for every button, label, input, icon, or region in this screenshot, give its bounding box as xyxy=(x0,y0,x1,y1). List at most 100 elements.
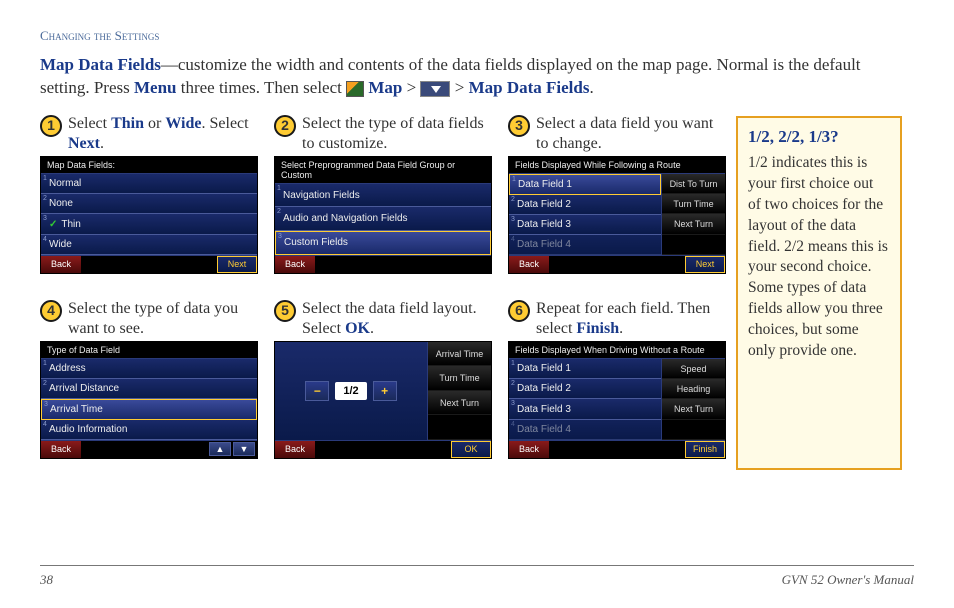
side-value: Turn Time xyxy=(428,366,491,391)
list-item[interactable]: 3Arrival Time xyxy=(41,399,257,420)
step: 6 Repeat for each field. Then select Fini… xyxy=(508,299,726,470)
item-index: 4 xyxy=(511,236,515,243)
steps-grid: 1Select Thin or Wide. Select Next.Map Da… xyxy=(40,114,726,470)
step-head: 3Select a data field you want to change. xyxy=(508,114,726,156)
device-screen: Type of Data Field1Address2Arrival Dista… xyxy=(40,341,258,459)
list-item[interactable]: 1Normal xyxy=(41,174,257,194)
item-label: Data Field 3 xyxy=(517,219,571,230)
screen-title: Map Data Fields: xyxy=(41,157,257,174)
item-label: Data Field 2 xyxy=(517,383,571,394)
item-index: 3 xyxy=(44,401,48,408)
list-item[interactable]: 1Navigation Fields xyxy=(275,184,491,207)
screen-title: Type of Data Field xyxy=(41,342,257,359)
next-button[interactable]: OK xyxy=(451,441,491,458)
screen-side-column: Dist To TurnTurn TimeNext Turn xyxy=(661,174,725,255)
list-item[interactable]: 3Data Field 3 xyxy=(509,215,661,235)
step: 3Select a data field you want to change.… xyxy=(508,114,726,285)
item-index: 3 xyxy=(511,216,515,223)
back-button[interactable]: Back xyxy=(275,441,315,458)
layout-next-button[interactable]: + xyxy=(373,381,397,401)
list-item[interactable]: 1Data Field 1 xyxy=(509,359,661,379)
screen-title: Fields Displayed When Driving Without a … xyxy=(509,342,725,359)
list-item[interactable]: 4Audio Information xyxy=(41,420,257,440)
item-index: 2 xyxy=(277,208,281,215)
section-header: Changing the Settings xyxy=(40,28,914,44)
side-value: Next Turn xyxy=(662,399,725,419)
side-empty xyxy=(662,420,725,440)
scroll-up-button[interactable]: ▲ xyxy=(209,442,231,456)
step-text: Repeat for each field. Then select Finis… xyxy=(536,299,726,339)
step-number: 6 xyxy=(508,300,530,322)
item-label: Thin xyxy=(61,219,80,230)
list-item[interactable]: 2Audio and Navigation Fields xyxy=(275,207,491,230)
sidebar-body: 1/2 indicates this is your first choice … xyxy=(748,153,890,362)
manual-title: GVN 52 Owner's Manual xyxy=(782,572,914,588)
screen-footer: Back OK xyxy=(275,440,491,458)
list-item[interactable]: 3✓Thin xyxy=(41,214,257,234)
footer-middle xyxy=(549,441,685,458)
list-item[interactable]: 4Wide xyxy=(41,235,257,255)
item-index: 3 xyxy=(278,233,282,240)
back-button[interactable]: Back xyxy=(41,256,81,273)
item-label: Wide xyxy=(49,239,72,250)
back-button[interactable]: Back xyxy=(275,256,315,273)
screen-title: Fields Displayed While Following a Route xyxy=(509,157,725,174)
next-button[interactable]: Next xyxy=(685,256,725,273)
list-item[interactable]: 2Arrival Distance xyxy=(41,379,257,399)
list-item[interactable]: 2Data Field 2 xyxy=(509,379,661,399)
item-index: 1 xyxy=(511,360,515,367)
step: 1Select Thin or Wide. Select Next.Map Da… xyxy=(40,114,258,285)
item-label: Arrival Time xyxy=(50,404,103,415)
step-number: 5 xyxy=(274,300,296,322)
item-label: Data Field 4 xyxy=(517,239,571,250)
layout-indicator: 1/2 xyxy=(335,382,366,400)
list-item[interactable]: 1Data Field 1 xyxy=(509,174,661,195)
list-item[interactable]: 3Custom Fields xyxy=(275,231,491,255)
screen-footer: Back Next xyxy=(509,255,725,273)
item-index: 1 xyxy=(43,175,47,182)
item-label: Data Field 1 xyxy=(518,179,572,190)
back-button[interactable]: Back xyxy=(41,441,81,458)
screen-list: 1Data Field 12Data Field 23Data Field 34… xyxy=(509,359,661,440)
layout-prev-button[interactable]: − xyxy=(305,381,329,401)
step-head: 5Select the data field layout. Select OK… xyxy=(274,299,492,341)
side-value: Turn Time xyxy=(662,194,725,214)
item-label: Audio and Navigation Fields xyxy=(283,213,408,224)
item-label: Navigation Fields xyxy=(283,190,360,201)
device-screen: −1/2 + Arrival TimeTurn TimeNext Turn Back O… xyxy=(274,341,492,459)
item-label: Arrival Distance xyxy=(49,383,119,394)
screen-list: 1Data Field 12Data Field 23Data Field 34… xyxy=(509,174,661,255)
device-screen: Fields Displayed While Following a Route… xyxy=(508,156,726,274)
item-index: 2 xyxy=(511,380,515,387)
step-head: 2 Select the type of data fields to custo… xyxy=(274,114,492,156)
screen-footer: Back ▲▼ xyxy=(41,440,257,458)
item-index: 3 xyxy=(43,215,47,222)
item-label: Data Field 2 xyxy=(517,199,571,210)
list-item[interactable]: 4Data Field 4 xyxy=(509,235,661,255)
side-value: Heading xyxy=(662,379,725,399)
step: 2 Select the type of data fields to custo… xyxy=(274,114,492,285)
back-button[interactable]: Back xyxy=(509,441,549,458)
list-item[interactable]: 3Data Field 3 xyxy=(509,399,661,419)
list-item[interactable]: 2Data Field 2 xyxy=(509,195,661,215)
back-button[interactable]: Back xyxy=(509,256,549,273)
screen-list: 1Address2Arrival Distance3Arrival Time4A… xyxy=(41,359,257,440)
intro-paragraph: Map Data Fields—customize the width and … xyxy=(40,54,914,100)
screen-body: 1Normal2None3✓Thin4Wide xyxy=(41,174,257,255)
footer-middle xyxy=(315,256,491,273)
step-head: 6 Repeat for each field. Then select Fini… xyxy=(508,299,726,341)
list-item[interactable]: 1Address xyxy=(41,359,257,379)
next-button[interactable]: Finish xyxy=(685,441,725,458)
step-number: 2 xyxy=(274,115,296,137)
scroll-down-button[interactable]: ▼ xyxy=(233,442,255,456)
screen-body: 1Address2Arrival Distance3Arrival Time4A… xyxy=(41,359,257,440)
layout-selector: −1/2 + xyxy=(275,342,427,440)
screen-side-column: Arrival TimeTurn TimeNext Turn xyxy=(427,342,491,440)
list-item[interactable]: 2None xyxy=(41,194,257,214)
item-index: 2 xyxy=(43,195,47,202)
item-label: Normal xyxy=(49,178,81,189)
list-item[interactable]: 4Data Field 4 xyxy=(509,420,661,440)
next-button[interactable]: Next xyxy=(217,256,257,273)
step-text: Select the type of data fields to custom… xyxy=(302,114,492,154)
step-number: 3 xyxy=(508,115,530,137)
